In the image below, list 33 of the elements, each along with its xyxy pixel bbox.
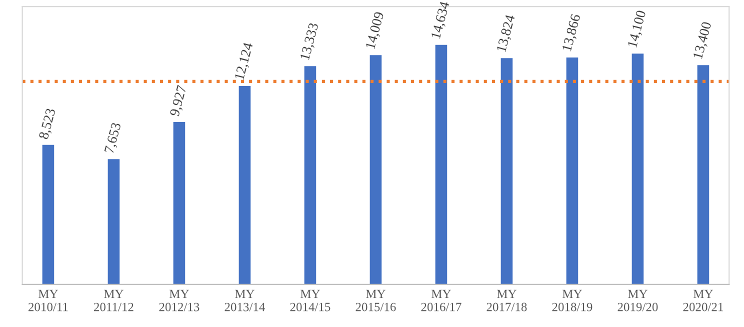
- x-tick-label: MY 2011/12: [94, 290, 134, 312]
- bar: [42, 144, 54, 284]
- bar: [435, 44, 448, 284]
- data-label: 9,927: [170, 84, 188, 118]
- bar: [566, 57, 578, 284]
- bar: [697, 65, 710, 284]
- data-label: 8,523: [38, 108, 58, 140]
- x-tick-label: MY 2014/15: [290, 290, 330, 312]
- x-tick-label: MY 2018/19: [552, 290, 592, 312]
- data-label: 14,634: [430, 0, 452, 40]
- data-label: 13,824: [496, 14, 517, 53]
- data-label: 13,333: [300, 22, 320, 61]
- bar: [304, 66, 316, 284]
- x-tick-label: MY 2015/16: [356, 290, 396, 312]
- data-label: 14,009: [365, 11, 386, 50]
- data-label: 14,100: [627, 10, 648, 48]
- x-tick-label: MY 2020/21: [683, 290, 723, 312]
- x-tick-label: MY 2012/13: [159, 290, 200, 312]
- bar: [370, 55, 382, 284]
- bar: [500, 58, 513, 284]
- x-tick-label: MY 2017/18: [486, 290, 527, 312]
- data-label: 7,653: [104, 122, 123, 154]
- x-tick-label: MY 2010/11: [28, 290, 68, 312]
- bar: [238, 86, 251, 284]
- bar: [108, 159, 120, 284]
- data-label: 12,124: [234, 42, 255, 80]
- bar: [173, 122, 186, 284]
- data-label: 13,866: [562, 14, 582, 52]
- data-label: 13,400: [692, 21, 714, 60]
- x-tick-label: MY 2019/20: [618, 290, 658, 312]
- bar: [632, 54, 644, 284]
- x-tick-label: MY 2013/14: [224, 290, 266, 312]
- x-tick-label: MY 2016/17: [421, 290, 462, 312]
